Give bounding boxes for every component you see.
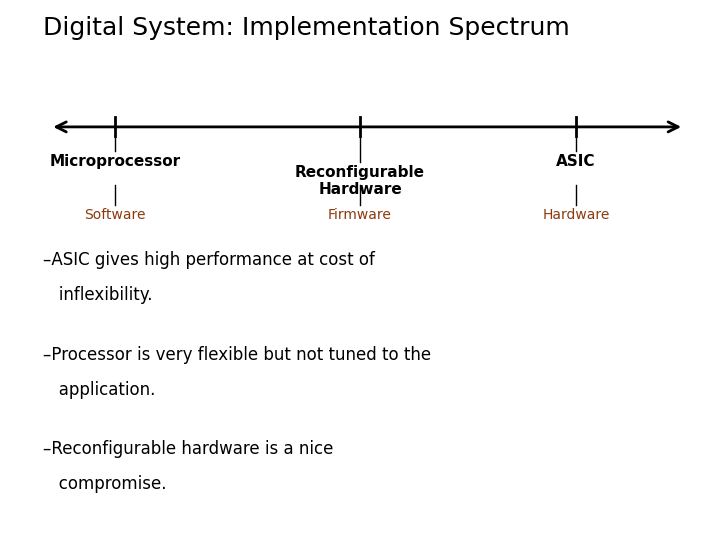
Text: –Reconfigurable hardware is a nice: –Reconfigurable hardware is a nice bbox=[43, 440, 333, 458]
Text: –Processor is very flexible but not tuned to the: –Processor is very flexible but not tune… bbox=[43, 346, 431, 363]
Text: Software: Software bbox=[84, 208, 146, 222]
Text: Reconfigurable
Hardware: Reconfigurable Hardware bbox=[295, 165, 425, 197]
Text: Digital System: Implementation Spectrum: Digital System: Implementation Spectrum bbox=[43, 16, 570, 40]
Text: ASIC: ASIC bbox=[557, 154, 595, 169]
Text: inflexibility.: inflexibility. bbox=[43, 286, 153, 304]
Text: –ASIC gives high performance at cost of: –ASIC gives high performance at cost of bbox=[43, 251, 375, 269]
Text: application.: application. bbox=[43, 381, 156, 399]
Text: Microprocessor: Microprocessor bbox=[50, 154, 181, 169]
Text: compromise.: compromise. bbox=[43, 475, 167, 493]
Text: Hardware: Hardware bbox=[542, 208, 610, 222]
Text: Firmware: Firmware bbox=[328, 208, 392, 222]
